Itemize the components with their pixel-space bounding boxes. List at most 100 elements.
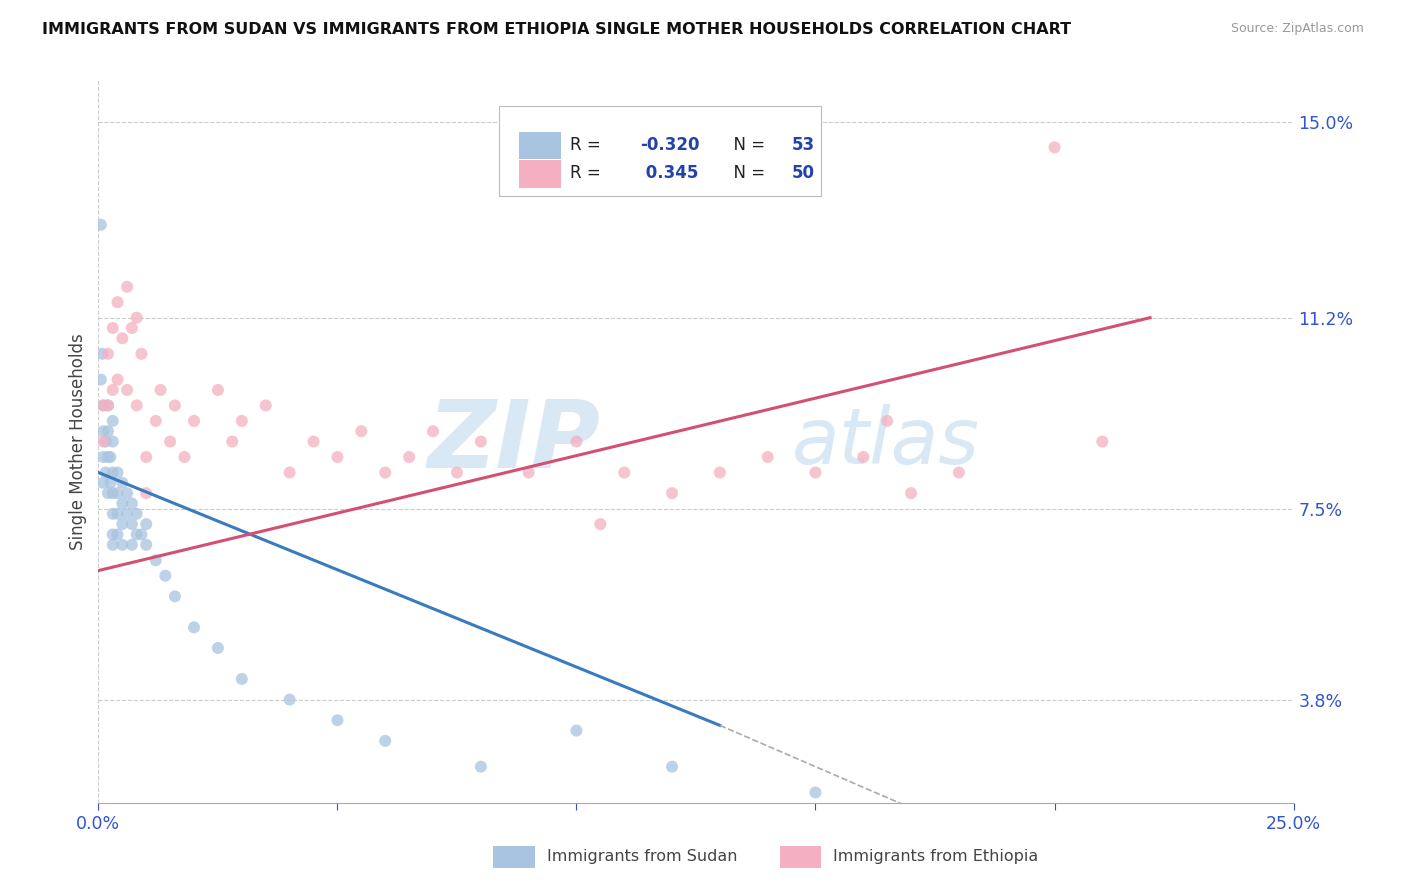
Text: -0.320: -0.320 (640, 136, 699, 153)
Point (98, 450, 122, 464)
Point (231, 414, 253, 428)
Point (163, 398, 186, 412)
Point (326, 713, 349, 727)
Point (125, 527, 148, 541)
Point (221, 434, 243, 449)
Point (90, 373, 112, 387)
Point (1091, 434, 1114, 449)
Point (98, 475, 122, 490)
Point (101, 383, 124, 397)
Bar (494, 847, 534, 868)
Text: atlas: atlas (792, 403, 980, 480)
Point (107, 507, 129, 521)
Point (91, 424, 114, 438)
Bar (519, 161, 561, 188)
Point (115, 486, 138, 500)
Point (163, 590, 186, 604)
Point (852, 450, 875, 464)
Point (91, 434, 114, 449)
Point (111, 517, 134, 532)
Point (135, 450, 157, 464)
Point (101, 486, 124, 500)
Point (326, 450, 349, 464)
Point (948, 466, 970, 480)
Point (804, 785, 827, 799)
Point (374, 734, 396, 748)
Y-axis label: Single Mother Households: Single Mother Households (69, 334, 87, 549)
Point (101, 321, 124, 335)
FancyBboxPatch shape (499, 105, 821, 196)
Point (97, 486, 120, 500)
Point (115, 383, 138, 397)
Point (1043, 140, 1066, 154)
Point (94, 434, 117, 449)
Point (97, 398, 120, 412)
Point (183, 620, 205, 634)
Text: Immigrants from Ethiopia: Immigrants from Ethiopia (834, 849, 1039, 864)
Bar (519, 132, 561, 159)
Point (145, 414, 167, 428)
Bar (779, 847, 821, 868)
Point (125, 398, 148, 412)
Point (111, 331, 134, 345)
Point (107, 295, 129, 310)
Point (90, 218, 112, 232)
Point (159, 434, 181, 449)
Point (756, 450, 779, 464)
Point (121, 517, 143, 532)
Point (121, 321, 143, 335)
Point (565, 723, 588, 738)
Text: R =: R = (571, 164, 606, 183)
Point (207, 640, 229, 655)
Point (709, 466, 731, 480)
Point (278, 692, 301, 706)
Point (94, 466, 117, 480)
Text: Immigrants from Sudan: Immigrants from Sudan (547, 849, 737, 864)
Point (173, 450, 195, 464)
Point (876, 414, 898, 428)
Point (91, 450, 114, 464)
Point (111, 475, 134, 490)
Point (107, 466, 129, 480)
Point (613, 466, 636, 480)
Point (97, 424, 120, 438)
Point (207, 383, 229, 397)
Point (111, 538, 134, 552)
Point (183, 414, 205, 428)
Point (374, 466, 396, 480)
Point (589, 517, 612, 532)
Point (231, 672, 253, 686)
Point (121, 538, 143, 552)
Point (135, 538, 157, 552)
Text: N =: N = (724, 164, 770, 183)
Point (91, 475, 114, 490)
Point (661, 760, 683, 774)
Text: R =: R = (571, 136, 606, 153)
Point (350, 424, 373, 438)
Point (149, 383, 172, 397)
Point (661, 486, 683, 500)
Text: N =: N = (724, 136, 770, 153)
Point (91, 398, 114, 412)
Point (121, 496, 143, 510)
Point (565, 434, 588, 449)
Point (91, 347, 114, 361)
Text: ZIP: ZIP (427, 395, 600, 488)
Point (107, 527, 129, 541)
Point (278, 466, 301, 480)
Point (302, 434, 325, 449)
Point (131, 347, 153, 361)
Point (101, 466, 124, 480)
Text: 53: 53 (792, 136, 814, 153)
Point (125, 310, 148, 325)
Text: IMMIGRANTS FROM SUDAN VS IMMIGRANTS FROM ETHIOPIA SINGLE MOTHER HOUSEHOLDS CORRE: IMMIGRANTS FROM SUDAN VS IMMIGRANTS FROM… (42, 22, 1071, 37)
Text: Source: ZipAtlas.com: Source: ZipAtlas.com (1230, 22, 1364, 36)
Point (145, 553, 167, 567)
Point (422, 424, 444, 438)
Point (115, 507, 138, 521)
Point (125, 507, 148, 521)
Point (398, 450, 420, 464)
Point (155, 568, 177, 582)
Point (254, 398, 277, 412)
Point (101, 414, 124, 428)
